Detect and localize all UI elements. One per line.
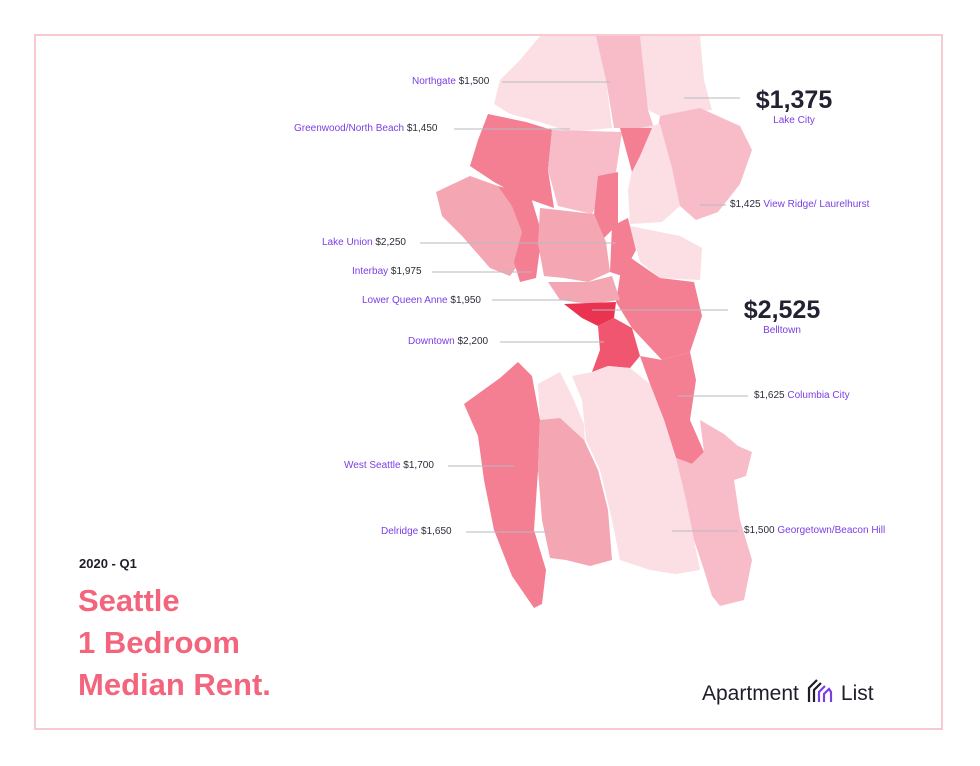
label-northgate: Northgate $1,500 (412, 76, 489, 88)
label-greenwood: Greenwood/North Beach $1,450 (294, 123, 437, 135)
label-georgetown-name: Georgetown/Beacon Hill (777, 525, 886, 536)
label-lower-queen-anne-name: Lower Queen Anne (362, 295, 448, 306)
label-columbia-city-rent: $1,625 (754, 390, 785, 401)
label-downtown-name: Downtown (408, 336, 455, 347)
label-lower-queen-anne: Lower Queen Anne $1,950 (362, 295, 481, 307)
region-montlake (630, 226, 702, 280)
label-lake-city-name: Lake City (773, 115, 815, 126)
label-georgetown: $1,500 Georgetown/Beacon Hill (744, 525, 885, 537)
region-downtown (592, 318, 640, 372)
label-lake-union-name: Lake Union (322, 237, 373, 248)
region-greenwood (470, 114, 554, 208)
label-downtown: Downtown $2,200 (408, 336, 488, 348)
label-lower-queen-anne-rent: $1,950 (450, 295, 481, 306)
label-lake-city: $1,375 Lake City (746, 86, 842, 128)
label-delridge: Delridge $1,650 (381, 526, 452, 538)
label-west-seattle-rent: $1,700 (403, 460, 434, 471)
label-belltown-name: Belltown (763, 325, 801, 336)
region-queen-anne (538, 208, 610, 282)
label-greenwood-rent: $1,450 (406, 123, 438, 134)
label-georgetown-rent: $1,500 (744, 525, 775, 536)
label-belltown-rent: $2,525 (743, 296, 821, 324)
label-columbia-city-name: Columbia City (787, 390, 850, 401)
region-fremont (594, 172, 618, 240)
region-capitol-hill (616, 256, 702, 360)
region-lower-queen-anne (548, 276, 620, 304)
title-line-2: 1 Bedroom (78, 625, 240, 660)
label-lake-union-rent: $2,250 (375, 237, 406, 248)
label-northgate-name: Northgate (412, 76, 456, 87)
label-lake-city-rent: $1,375 (755, 86, 833, 114)
label-interbay-name: Interbay (352, 266, 389, 277)
region-view-ridge (656, 108, 752, 220)
region-georgetown (572, 366, 700, 574)
title-line-3: Median Rent. (78, 667, 271, 702)
apartment-list-logo-icon (805, 676, 835, 712)
region-delridge (538, 418, 612, 566)
region-wedge (620, 128, 652, 172)
region-ballard-mid (548, 130, 622, 214)
region-north-center (596, 36, 654, 128)
infographic-frame (34, 34, 943, 730)
label-view-ridge-name: View Ridge/ Laurelhurst (763, 199, 870, 210)
region-magnolia (436, 176, 524, 276)
brand-logo: Apartment List (702, 676, 874, 712)
region-northgate (494, 36, 612, 132)
label-interbay-rent: $1,975 (390, 266, 422, 277)
label-west-seattle: West Seattle $1,700 (344, 460, 434, 472)
brand-word-list: List (840, 682, 874, 705)
label-interbay: Interbay $1,975 (352, 266, 422, 278)
label-downtown-rent: $2,200 (457, 336, 489, 347)
label-west-seattle-name: West Seattle (344, 460, 401, 471)
label-delridge-name: Delridge (381, 526, 419, 537)
label-northgate-rent: $1,500 (458, 76, 490, 87)
region-west-seattle (464, 362, 546, 608)
label-lake-union: Lake Union $2,250 (322, 237, 406, 249)
brand-word-apartment: Apartment (702, 682, 799, 705)
title-line-1: Seattle (78, 583, 180, 618)
period-label: 2020 - Q1 (79, 556, 137, 571)
region-central (640, 352, 704, 464)
region-belltown (564, 302, 616, 326)
region-interbay (498, 186, 542, 282)
region-rainier (676, 420, 752, 606)
label-view-ridge-rent: $1,425 (730, 199, 761, 210)
label-view-ridge: $1,425 View Ridge/ Laurelhurst (730, 199, 869, 211)
label-greenwood-name: Greenwood/North Beach (294, 123, 405, 134)
label-belltown: $2,525 Belltown (730, 296, 834, 338)
label-columbia-city: $1,625 Columbia City (754, 390, 850, 402)
region-lake-city (640, 36, 712, 116)
label-delridge-rent: $1,650 (421, 526, 452, 537)
